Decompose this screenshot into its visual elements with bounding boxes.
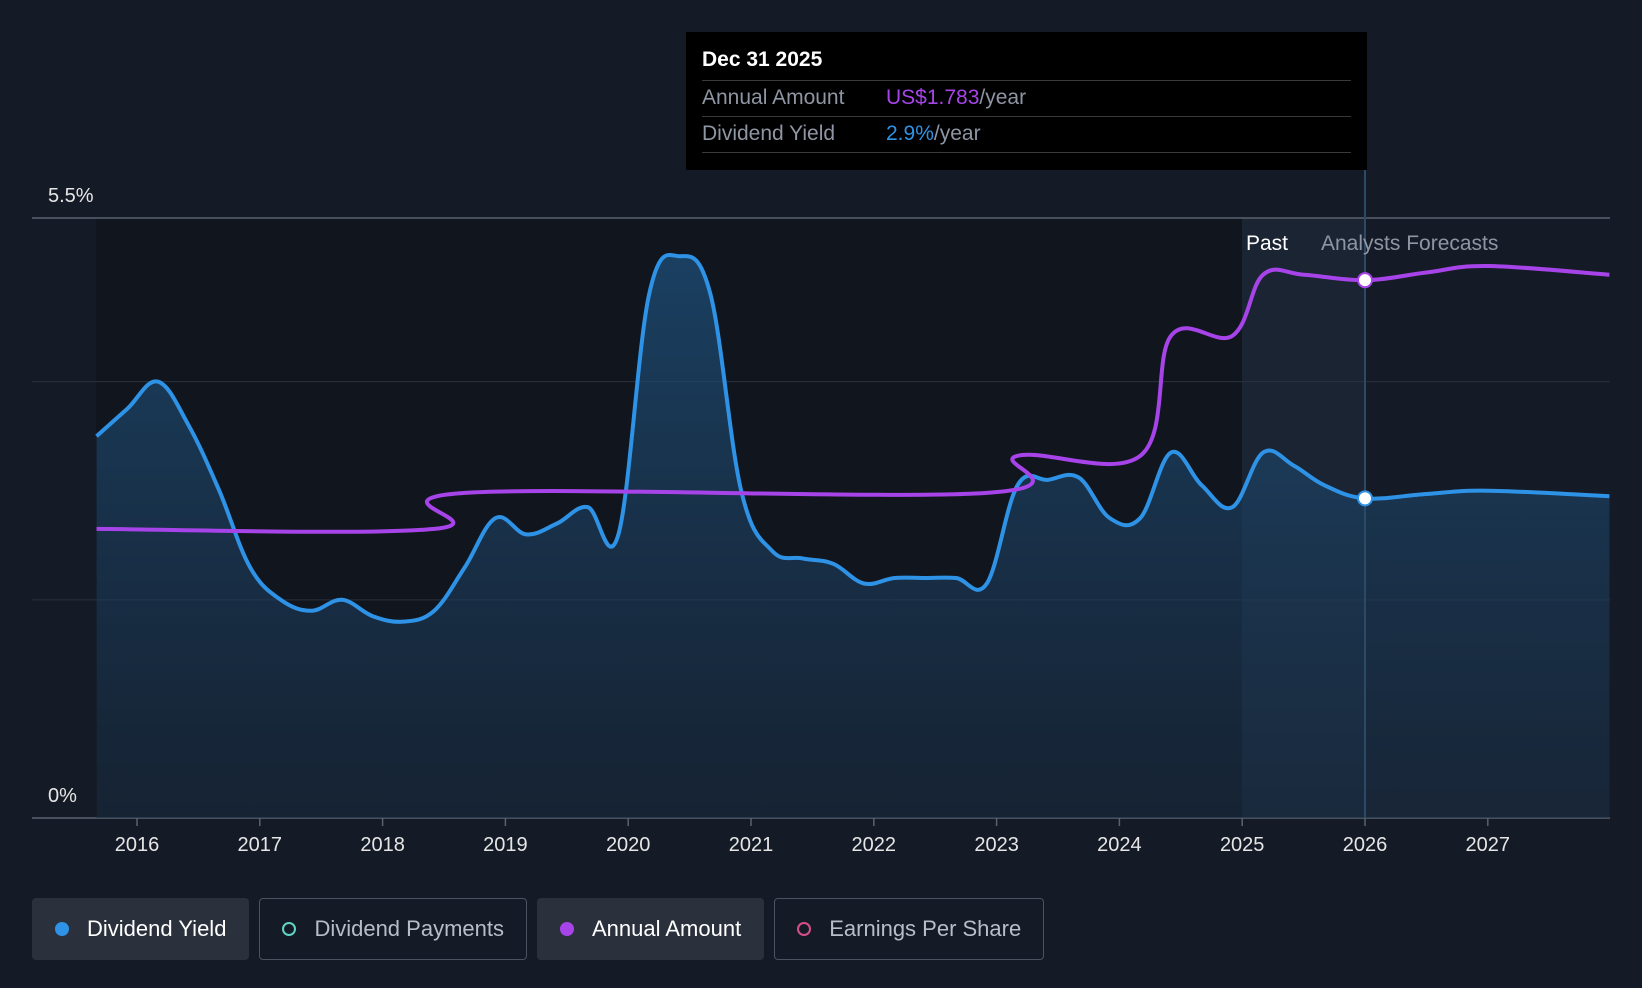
- dividend-payments-ring-icon: [282, 922, 297, 936]
- past-zone-label: Past: [1246, 232, 1288, 255]
- legend-annual-amount-button[interactable]: Annual Amount: [536, 898, 765, 960]
- annual-amount-marker[interactable]: [1357, 272, 1373, 289]
- legend-dividend-payments-button[interactable]: Dividend Payments: [259, 898, 527, 960]
- earnings-per-share-ring-icon: [797, 922, 812, 936]
- tooltip-date: Dec 31 2025: [702, 46, 1351, 81]
- tooltip-dividend-yield-value: 2.9%: [886, 122, 934, 145]
- annual-amount-dot-icon: [559, 922, 574, 936]
- x-tick-label: 2027: [1466, 834, 1511, 856]
- dividend-yield-dot-icon: [55, 922, 69, 936]
- tooltip-row-dividend-yield: Dividend Yield 2.9% /year: [702, 117, 1351, 153]
- x-tick-label: 2022: [852, 834, 897, 856]
- x-tick-label: 2026: [1343, 834, 1388, 856]
- y-axis-max-label: 5.5%: [48, 185, 94, 207]
- x-tick-label: 2018: [360, 834, 405, 856]
- x-tick-label: 2021: [729, 834, 774, 856]
- tooltip-annual-amount-label: Annual Amount: [702, 86, 845, 109]
- x-tick-label: 2025: [1220, 834, 1265, 856]
- legend-dividend-yield-label: Dividend Yield: [87, 916, 227, 941]
- x-tick-label: 2017: [238, 834, 283, 856]
- legend-earnings-per-share-label: Earnings Per Share: [829, 916, 1022, 941]
- tooltip-dividend-yield-label: Dividend Yield: [702, 122, 836, 145]
- x-tick-label: 2020: [606, 834, 651, 856]
- annual-amount-line: [96, 263, 1610, 534]
- x-tick-label: 2023: [974, 834, 1019, 856]
- tooltip-annual-amount-unit: /year: [979, 86, 1027, 109]
- tooltip-row-annual-amount: Annual Amount US$1.783 /year: [702, 81, 1351, 117]
- x-tick-label: 2016: [115, 834, 160, 856]
- legend-annual-amount-label: Annual Amount: [591, 916, 742, 941]
- legend-dividend-payments-label: Dividend Payments: [314, 916, 504, 941]
- forecast-zone-label: Analysts Forecasts: [1321, 232, 1498, 255]
- tooltip-annual-amount-value: US$1.783: [886, 86, 980, 109]
- dividend-yield-area: [96, 254, 1610, 819]
- chart-legend: Dividend Yield Dividend Payments Annual …: [32, 898, 1045, 960]
- legend-earnings-per-share-button[interactable]: Earnings Per Share: [774, 898, 1045, 960]
- y-axis-min-label: 0%: [48, 785, 77, 807]
- x-tick-label: 2024: [1097, 834, 1142, 856]
- legend-dividend-yield-button[interactable]: Dividend Yield: [32, 898, 250, 960]
- dividend-yield-line: [95, 252, 1610, 624]
- x-axis-ticks: 2016 2017 2018 2019 2020 2021 2022 2023 2024 2025…: [115, 818, 1510, 856]
- tooltip-dividend-yield-unit: /year: [933, 122, 981, 145]
- x-tick-label: 2019: [483, 834, 528, 856]
- chart-tooltip: Dec 31 2025 Annual Amount US$1.783 /year…: [686, 32, 1367, 170]
- dividend-yield-marker[interactable]: [1357, 490, 1373, 507]
